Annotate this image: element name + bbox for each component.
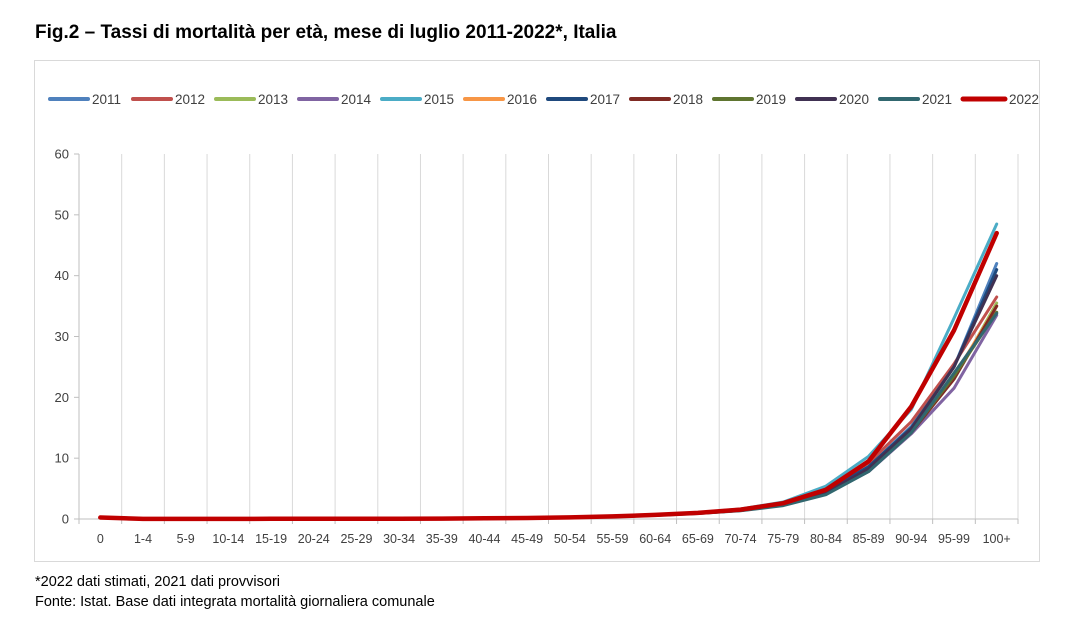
chart-title: Fig.2 – Tassi di mortalità per età, mese… — [35, 22, 617, 43]
x-tick-label: 75-79 — [767, 532, 799, 546]
chart-notes: *2022 dati stimati, 2021 dati provvisori… — [35, 572, 435, 612]
legend-label-2012: 2012 — [175, 92, 205, 107]
legend-label-2016: 2016 — [507, 92, 537, 107]
legend-label-2017: 2017 — [590, 92, 620, 107]
x-tick-label: 50-54 — [554, 532, 586, 546]
y-tick-label: 30 — [55, 329, 69, 344]
note-estimates: *2022 dati stimati, 2021 dati provvisori — [35, 574, 281, 590]
x-tick-label: 0 — [97, 532, 104, 546]
y-tick-label: 20 — [55, 390, 69, 405]
y-tick-label: 10 — [55, 451, 69, 466]
legend-label-2011: 2011 — [92, 92, 121, 107]
note-source: Fonte: Istat. Base dati integrata mortal… — [35, 594, 435, 610]
y-tick-label: 0 — [62, 512, 69, 527]
x-tick-label: 45-49 — [511, 532, 543, 546]
x-tick-label: 25-29 — [340, 532, 372, 546]
x-tick-label: 20-24 — [298, 532, 330, 546]
legend-label-2018: 2018 — [673, 92, 703, 107]
x-tick-label: 65-69 — [682, 532, 714, 546]
legend-label-2019: 2019 — [756, 92, 786, 107]
x-tick-label: 95-99 — [938, 532, 970, 546]
x-tick-label: 1-4 — [134, 532, 152, 546]
legend-label-2022: 2022 — [1009, 92, 1039, 107]
legend-label-2020: 2020 — [839, 92, 869, 107]
x-tick-label: 35-39 — [426, 532, 458, 546]
x-tick-label: 5-9 — [177, 532, 195, 546]
line-chart: 0 10 20 30 40 50 60 0 1-4 5-9 10-14 15-19 20-24 25-29… — [48, 92, 1039, 546]
chart-frame: 0 10 20 30 40 50 60 0 1-4 5-9 10-14 15-19 20-24 25-29… — [34, 60, 1040, 562]
x-tick-label: 85-89 — [853, 532, 885, 546]
legend-label-2015: 2015 — [424, 92, 454, 107]
legend-label-2021: 2021 — [922, 92, 952, 107]
x-tick-label: 55-59 — [597, 532, 629, 546]
y-tick-label: 60 — [55, 147, 69, 162]
x-tick-label: 60-64 — [639, 532, 671, 546]
x-tick-label: 90-94 — [895, 532, 927, 546]
legend-label-2013: 2013 — [258, 92, 288, 107]
x-tick-label: 15-19 — [255, 532, 287, 546]
series-line-2022 — [98, 230, 999, 522]
legend-label-2014: 2014 — [341, 92, 372, 107]
x-tick-label: 70-74 — [725, 532, 757, 546]
y-tick-label: 40 — [55, 268, 69, 283]
x-tick-label: 80-84 — [810, 532, 842, 546]
x-tick-label: 40-44 — [468, 532, 500, 546]
x-tick-label: 30-34 — [383, 532, 415, 546]
x-tick-label: 10-14 — [212, 532, 244, 546]
x-tick-label: 100+ — [983, 532, 1011, 546]
y-tick-label: 50 — [55, 207, 69, 222]
